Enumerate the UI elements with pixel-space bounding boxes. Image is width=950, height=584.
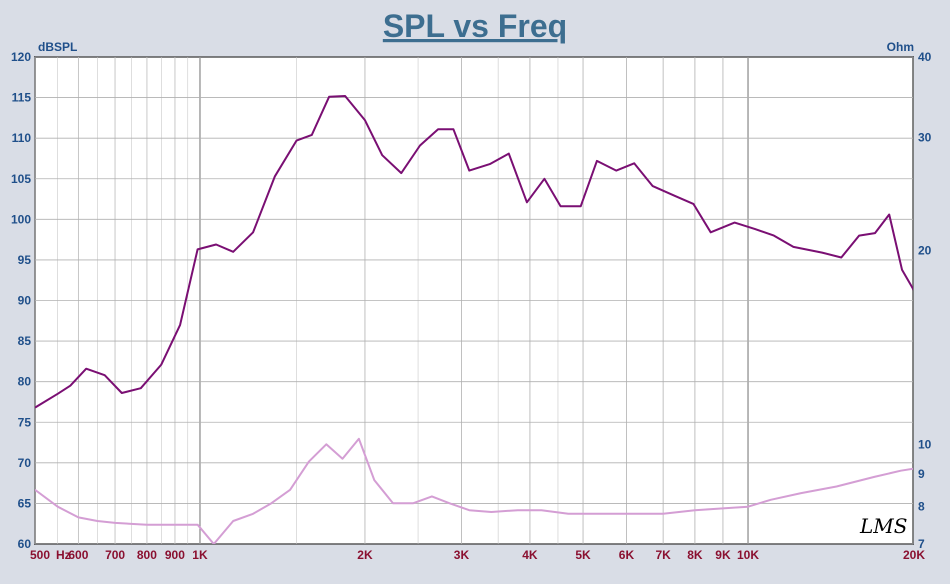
left-tick-label: 70 [18, 456, 32, 470]
chart-title: SPL vs Freq [383, 8, 567, 44]
right-tick-label: 30 [918, 130, 932, 144]
right-tick-label: 20 [918, 244, 932, 258]
x-tick-label: 20K [903, 548, 925, 562]
tick-labels: 60 65 70 75 80 85 90 95 100 105 110 115 120 7 8 9 10 20 30… [11, 50, 932, 562]
left-tick-label: 90 [18, 294, 32, 308]
x-tick-label: 3K [454, 548, 470, 562]
right-tick-label: 10 [918, 437, 932, 451]
right-tick-label: 9 [918, 467, 925, 481]
x-tick-label: 9K [715, 548, 731, 562]
left-tick-label: 120 [11, 50, 31, 64]
left-tick-label: 95 [18, 253, 32, 267]
x-axis-unit: Hz [56, 548, 71, 562]
right-tick-label: 40 [918, 50, 932, 64]
x-tick-label: 900 [165, 548, 185, 562]
spl-line [35, 95, 913, 409]
left-tick-label: 115 [12, 91, 32, 105]
impedance-line [35, 437, 913, 544]
left-tick-label: 100 [11, 212, 31, 226]
left-tick-label: 85 [18, 334, 32, 348]
left-tick-label: 75 [18, 415, 32, 429]
data-lines [35, 95, 913, 544]
lms-watermark: LMS [859, 514, 907, 538]
x-tick-label: 6K [619, 548, 635, 562]
left-axis-unit: dBSPL [38, 40, 77, 54]
x-tick-label: 700 [105, 548, 125, 562]
x-tick-label: 4K [522, 548, 538, 562]
left-tick-label: 80 [18, 375, 32, 389]
left-tick-label: 110 [12, 131, 32, 145]
grid-lines [34, 56, 914, 545]
x-tick-label: 10K [737, 548, 759, 562]
left-tick-label: 65 [18, 496, 32, 510]
x-tick-label: 5K [575, 548, 591, 562]
left-tick-label: 60 [18, 537, 32, 551]
x-tick-label: 600 [68, 548, 88, 562]
x-tick-label: 800 [137, 548, 157, 562]
right-axis-unit: Ohm [887, 40, 914, 54]
x-tick-label: 1K [192, 548, 208, 562]
x-tick-label: 2K [357, 548, 373, 562]
x-tick-label: 8K [687, 548, 703, 562]
left-tick-label: 105 [11, 172, 31, 186]
right-tick-label: 7 [918, 537, 925, 551]
x-tick-label: 7K [655, 548, 671, 562]
x-tick-label: 500 [30, 548, 50, 562]
right-tick-label: 8 [918, 500, 925, 514]
